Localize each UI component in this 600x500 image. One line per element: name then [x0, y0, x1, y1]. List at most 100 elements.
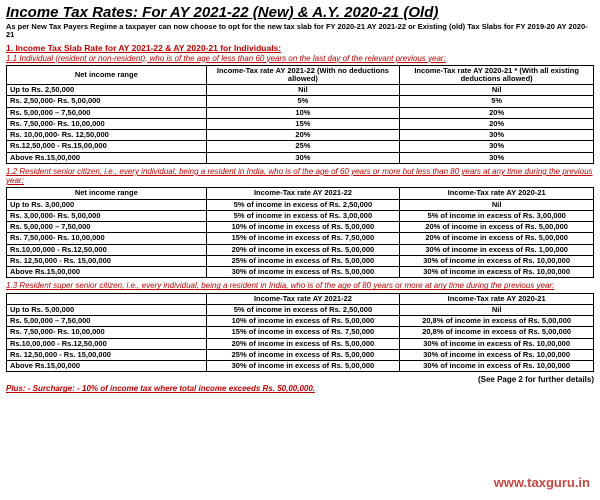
subsection-1-3: 1.3 Resident super senior citizen, i.e.,… [6, 281, 594, 290]
table-cell: 15% of income in excess of Rs. 7,50,000 [206, 327, 400, 338]
table-cell: 10% of income in excess of Rs. 5,00,000 [206, 222, 400, 233]
table-cell: Rs. 2,50,000- Rs. 5,00,000 [7, 96, 207, 107]
table-cell: Nil [400, 199, 594, 210]
table-cell: Rs. 5,00,000 – 7,50,000 [7, 107, 207, 118]
table-cell: 5% of income in excess of Rs. 3,00,000 [206, 210, 400, 221]
table-row: Above Rs.15,00,00030% of income in exces… [7, 267, 594, 278]
table-row: Up to Rs. 2,50,000NilNil [7, 85, 594, 96]
table-cell: 30% [400, 130, 594, 141]
table-row: Rs. 7,50,000- Rs. 10,00,00015% of income… [7, 233, 594, 244]
table-cell: Rs.12,50,000 - Rs.15,00,000 [7, 141, 207, 152]
col-header-old: Income-Tax rate AY 2020-21 [400, 293, 594, 304]
table-row: Rs. 12,50,000 - Rs. 15,00,00025% of inco… [7, 255, 594, 266]
table-row: Rs. 3,00,000- Rs. 5,00,0005% of income i… [7, 210, 594, 221]
table-row: Rs. 7,50,000- Rs. 10,00,00015% of income… [7, 327, 594, 338]
table-row: Rs. 5,00,000 – 7,50,00010% of income in … [7, 316, 594, 327]
watermark: www.taxguru.in [494, 475, 590, 490]
table-cell: 20,8% of income in excess of Rs. 5,00,00… [400, 316, 594, 327]
table-row: Rs. 7,50,000- Rs. 10,00,00015%20% [7, 118, 594, 129]
table-cell: 25% of income in excess of Rs. 5,00,000 [206, 255, 400, 266]
table-cell: Above Rs.15,00,000 [7, 267, 207, 278]
table-cell: 30% [206, 152, 400, 163]
table-cell: Rs. 7,50,000- Rs. 10,00,000 [7, 327, 207, 338]
table-cell: Above Rs.15,00,000 [7, 152, 207, 163]
subsection-1-1: 1.1 Individual (resident or non-resident… [6, 54, 594, 63]
table-row: Up to Rs. 5,00,0005% of income in excess… [7, 304, 594, 315]
table-cell: 20% of income in excess of Rs. 5,00,000 [400, 233, 594, 244]
table-cell: Rs. 12,50,000 - Rs. 15,00,000 [7, 349, 207, 360]
subsection-1-2: 1.2 Resident senior citizen, i.e., every… [6, 167, 594, 185]
table-row: Rs.10,00,000 - Rs.12,50,00020% of income… [7, 338, 594, 349]
table-cell: Rs. 12,50,000 - Rs. 15,00,000 [7, 255, 207, 266]
col-header-range: Net income range [7, 65, 207, 85]
table-cell: 25% [206, 141, 400, 152]
surcharge-note: Plus: - Surcharge: - 10% of income tax w… [6, 384, 594, 393]
table-cell: Nil [400, 304, 594, 315]
table-cell: 30% of income in excess of Rs. 10,00,000 [400, 255, 594, 266]
table-row: Rs.12,50,000 - Rs.15,00,00025%30% [7, 141, 594, 152]
table-cell: Above Rs.15,00,000 [7, 361, 207, 372]
table-cell: Rs. 5,00,000 – 7,50,000 [7, 316, 207, 327]
table-cell: 30% of income in excess of Rs. 10,00,000 [400, 267, 594, 278]
table-cell: 15% [206, 118, 400, 129]
table-row: Up to Rs. 3,00,0005% of income in excess… [7, 199, 594, 210]
table-cell: 30% of income in excess of Rs. 10,00,000 [400, 361, 594, 372]
col-header-range [7, 293, 207, 304]
table-cell: 15% of income in excess of Rs. 7,50,000 [206, 233, 400, 244]
table-cell: 5% of income in excess of Rs. 2,50,000 [206, 199, 400, 210]
table-cell: 20% of income in excess of Rs. 5,00,000 [206, 244, 400, 255]
table-cell: Rs. 7,50,000- Rs. 10,00,000 [7, 233, 207, 244]
col-header-new: Income-Tax rate AY 2021-22 (With no dedu… [206, 65, 400, 85]
col-header-old: Income-Tax rate AY 2020-21 * (With all e… [400, 65, 594, 85]
page-title: Income Tax Rates: For AY 2021-22 (New) &… [6, 4, 594, 21]
table-cell: 30% [400, 152, 594, 163]
table-cell: 30% of income in excess of Rs. 1,00,000 [400, 244, 594, 255]
table-row: Rs. 5,00,000 – 7,50,00010% of income in … [7, 222, 594, 233]
see-page-note: (See Page 2 for further details) [6, 375, 594, 384]
col-header-old: Income-Tax rate AY 2020-21 [400, 188, 594, 199]
table-cell: Up to Rs. 3,00,000 [7, 199, 207, 210]
table-cell: 10% of income in excess of Rs. 5,00,000 [206, 316, 400, 327]
table-cell: 5% of income in excess of Rs. 3,00,000 [400, 210, 594, 221]
table-cell: 30% of income in excess of Rs. 10,00,000 [400, 349, 594, 360]
table-cell: 20,8% of income in excess of Rs. 5,00,00… [400, 327, 594, 338]
table-cell: 5% of income in excess of Rs. 2,50,000 [206, 304, 400, 315]
table-cell: Up to Rs. 2,50,000 [7, 85, 207, 96]
table-cell: Rs. 7,50,000- Rs. 10,00,000 [7, 118, 207, 129]
table-cell: Rs.10,00,000 - Rs.12,50,000 [7, 338, 207, 349]
table-row: Rs.10,00,000 - Rs.12,50,00020% of income… [7, 244, 594, 255]
table-row: Above Rs.15,00,00030%30% [7, 152, 594, 163]
table-cell: 25% of income in excess of Rs. 5,00,000 [206, 349, 400, 360]
table-cell: 20% of income in excess of Rs. 5,00,000 [206, 338, 400, 349]
table-cell: Up to Rs. 5,00,000 [7, 304, 207, 315]
table-cell: 30% of income in excess of Rs. 5,00,000 [206, 267, 400, 278]
col-header-range: Net income range [7, 188, 207, 199]
table-cell: Rs.10,00,000 - Rs.12,50,000 [7, 244, 207, 255]
table-cell: 20% [206, 130, 400, 141]
col-header-new: Income-Tax rate AY 2021-22 [206, 188, 400, 199]
table-cell: 5% [206, 96, 400, 107]
table-cell: 30% of income in excess of Rs. 10,00,000 [400, 338, 594, 349]
tax-table-3: Income-Tax rate AY 2021-22 Income-Tax ra… [6, 293, 594, 373]
table-row: Rs. 10,00,000- Rs. 12,50,00020%30% [7, 130, 594, 141]
table-cell: 5% [400, 96, 594, 107]
table-cell: 20% [400, 107, 594, 118]
col-header-new: Income-Tax rate AY 2021-22 [206, 293, 400, 304]
tax-table-1: Net income range Income-Tax rate AY 2021… [6, 65, 594, 164]
table-row: Rs. 2,50,000- Rs. 5,00,0005%5% [7, 96, 594, 107]
table-row: Rs. 5,00,000 – 7,50,00010%20% [7, 107, 594, 118]
table-row: Above Rs.15,00,00030% of income in exces… [7, 361, 594, 372]
table-cell: Rs. 10,00,000- Rs. 12,50,000 [7, 130, 207, 141]
table-cell: 30% [400, 141, 594, 152]
table-cell: Rs. 5,00,000 – 7,50,000 [7, 222, 207, 233]
section-header-1: 1. Income Tax Slab Rate for AY 2021-22 &… [6, 43, 594, 53]
page-subtitle: As per New Tax Payers Regime a taxpayer … [6, 23, 594, 40]
table-cell: Nil [206, 85, 400, 96]
table-row: Rs. 12,50,000 - Rs. 15,00,00025% of inco… [7, 349, 594, 360]
table-cell: Nil [400, 85, 594, 96]
table-cell: 10% [206, 107, 400, 118]
table-cell: 30% of income in excess of Rs. 5,00,000 [206, 361, 400, 372]
table-cell: 20% [400, 118, 594, 129]
table-cell: Rs. 3,00,000- Rs. 5,00,000 [7, 210, 207, 221]
tax-table-2: Net income range Income-Tax rate AY 2021… [6, 187, 594, 278]
